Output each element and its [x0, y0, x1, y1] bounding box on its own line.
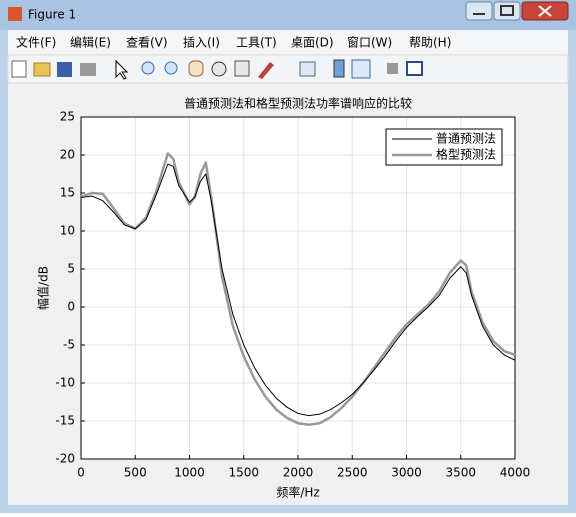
- minimize-button[interactable]: [465, 1, 493, 21]
- x-tick-label: 4000: [500, 466, 531, 480]
- chart-title: 普通预测法和格型预测法功率谱响应的比较: [184, 96, 412, 111]
- save-icon[interactable]: [57, 62, 72, 77]
- x-tick-label: 3000: [391, 466, 422, 480]
- hide-tools-icon[interactable]: [387, 63, 398, 74]
- series-line: [80, 152, 516, 427]
- menu-item[interactable]: 文件(F): [16, 35, 56, 50]
- y-tick-label: 5: [67, 262, 75, 276]
- series-line: [80, 163, 516, 417]
- link-icon[interactable]: [299, 61, 316, 77]
- zoom-in-icon[interactable]: [141, 61, 155, 75]
- y-tick-label: 0: [67, 300, 75, 314]
- y-tick-label: 25: [60, 110, 75, 124]
- window-title: Figure 1: [28, 8, 76, 22]
- legend-icon[interactable]: [351, 59, 371, 79]
- toolbar-icons: [11, 59, 423, 80]
- x-tick-label: 3500: [445, 466, 476, 480]
- legend-label: 格型预测法: [436, 147, 496, 162]
- x-tick-label: 2500: [337, 466, 368, 480]
- new-icon[interactable]: [11, 60, 27, 78]
- plot: -20 -15 -10 -5 0 5 10 15 20 25 0 500 1000 1500 2000 250…: [36, 96, 531, 500]
- rotate-icon[interactable]: [211, 61, 227, 77]
- zoom-out-icon[interactable]: [164, 61, 178, 75]
- y-tick-label: 20: [60, 148, 75, 162]
- menu-item[interactable]: 帮助(H): [409, 36, 451, 50]
- app-icon: [8, 7, 22, 21]
- x-tick-label: 500: [124, 466, 147, 480]
- close-icon: [538, 5, 552, 17]
- brush-icon[interactable]: [258, 62, 274, 79]
- x-tick-label: 1000: [174, 466, 205, 480]
- menu-item[interactable]: 窗口(W): [347, 36, 392, 50]
- legend-box: [385, 128, 503, 166]
- open-icon[interactable]: [33, 62, 51, 77]
- y-tick-label: -15: [55, 414, 75, 428]
- menu-bar: [8, 31, 568, 54]
- menu-items: 文件(F) 编辑(E) 查看(V) 插入(I) 工具(T) 桌面(D) 窗口(W) 帮助(H): [16, 35, 451, 50]
- y-axis-label: 幅值/dB: [36, 266, 51, 310]
- menu-item[interactable]: 编辑(E): [70, 35, 111, 50]
- y-tick-label: 15: [60, 186, 75, 200]
- y-tick-label: -10: [55, 376, 75, 390]
- axes-box: [80, 116, 516, 460]
- menu-item[interactable]: 插入(I): [183, 36, 220, 50]
- y-tick-label: -5: [63, 338, 75, 352]
- pointer-icon[interactable]: [115, 59, 129, 80]
- x-tick-label: 1500: [228, 466, 259, 480]
- menu-item[interactable]: 查看(V): [126, 36, 168, 50]
- datacursor-icon[interactable]: [234, 60, 250, 77]
- colorbar-icon[interactable]: [333, 59, 345, 78]
- x-axis-label: 频率/Hz: [276, 485, 319, 500]
- x-tick-label: 0: [77, 466, 85, 480]
- menu-item[interactable]: 桌面(D): [291, 36, 334, 50]
- menu-item[interactable]: 工具(T): [236, 36, 277, 50]
- x-tick-label: 2000: [283, 466, 314, 480]
- maximize-icon: [500, 5, 514, 16]
- show-tools-icon[interactable]: [406, 61, 423, 76]
- print-icon[interactable]: [80, 63, 96, 76]
- maximize-button[interactable]: [493, 1, 521, 21]
- pan-icon[interactable]: [188, 60, 204, 77]
- toolbar: [7, 54, 569, 84]
- y-tick-label: -20: [55, 452, 75, 466]
- y-tick-label: 10: [60, 224, 75, 238]
- legend-label: 普通预测法: [436, 132, 496, 146]
